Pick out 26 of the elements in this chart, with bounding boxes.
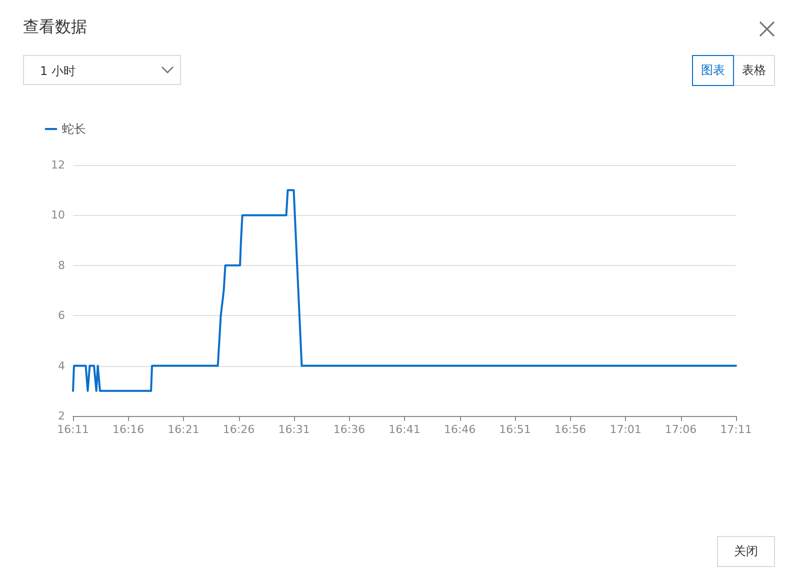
x-tick-label: 17:11 [720,423,752,436]
text: 表格 [733,55,775,86]
legend-label: 蛇长 [62,122,86,136]
x-tick-label: 17:06 [664,423,697,436]
x-tick-label: 16:16 [112,423,144,436]
y-tick-label: 8 [58,258,65,272]
x-tick-label: 16:21 [168,423,200,436]
chart-title: 查看数据 [23,17,87,38]
x-tick-label: 16:26 [222,423,255,436]
x-tick-label: 16:31 [278,423,310,436]
text: 图表 [692,55,734,86]
line-series [72,189,737,392]
x-tick-label: 16:11 [57,423,89,436]
x-tick-label: 17:01 [610,423,642,436]
y-tick-label: 10 [51,208,65,222]
text: 关闭 [717,536,775,567]
x-tick-label: 16:46 [444,423,476,436]
x-tick-label: 16:41 [388,423,420,436]
dropdown-field: 1 小时 [23,55,181,85]
y-tick-label: 4 [58,359,65,372]
y-tick-label: 2 [58,410,65,422]
x-tick-label: 16:51 [499,423,531,436]
y-tick-label: 6 [58,309,65,322]
y-tick-label: 12 [51,158,65,172]
x-tick-label: 16:36 [333,423,366,436]
x-tick-label: 16:56 [554,423,586,436]
